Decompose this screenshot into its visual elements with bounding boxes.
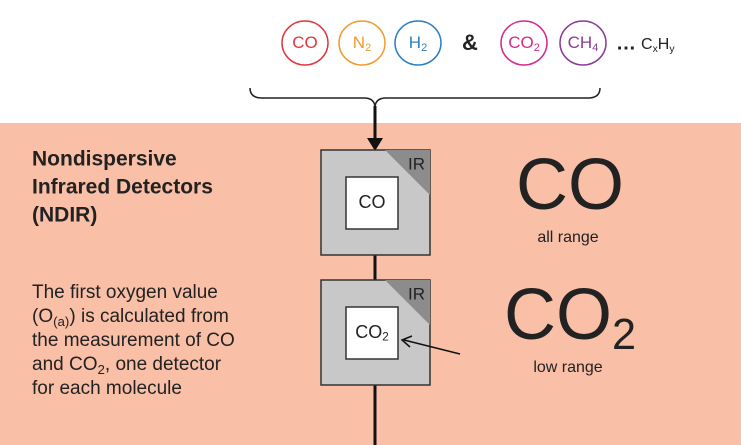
ellipsis: … (616, 32, 636, 54)
subscript: (a) (53, 313, 69, 328)
ampersand: & (462, 30, 478, 55)
text-part: , one detector (105, 354, 222, 375)
text-part: C (641, 36, 653, 53)
label: and CO2, one detector (32, 354, 222, 376)
pointer-line (403, 339, 461, 355)
ir-tag: IR (408, 154, 425, 173)
range-label: all range (537, 229, 598, 246)
molecule-label: CH4 (568, 33, 599, 53)
molecule-circle (394, 20, 442, 66)
text-part: (O (32, 306, 53, 327)
range-label: low range (533, 359, 602, 376)
label: The first oxygen value (32, 282, 218, 303)
label: CO (516, 145, 624, 225)
section-title: Nondispersive (32, 148, 177, 171)
subscript: 2 (612, 311, 636, 359)
molecule-label: H2 (409, 33, 427, 53)
ir-corner (385, 150, 430, 195)
text-part: CO (516, 145, 624, 225)
label: CO2 (355, 322, 389, 344)
label: the measurement of CO (32, 330, 235, 351)
text-part: CO (508, 33, 534, 52)
text-part: CO (504, 275, 612, 355)
subscript: 2 (382, 331, 389, 344)
molecule-label: N2 (353, 33, 371, 53)
molecule-label: CO (292, 33, 318, 52)
brace (249, 87, 601, 109)
molecule-circle (338, 20, 386, 66)
text-part: CO (359, 192, 386, 212)
molecule-circle (500, 20, 548, 66)
detector-cell (345, 176, 399, 230)
subscript: 2 (421, 42, 427, 54)
label: CO (359, 192, 386, 212)
text-part: CO (292, 33, 318, 52)
ir-corner (385, 280, 430, 325)
pointer-head (400, 335, 413, 348)
section-title: (NDIR) (32, 204, 97, 227)
ir-tag: IR (408, 284, 425, 303)
text-part: for each molecule (32, 378, 182, 399)
subscript: 2 (97, 361, 104, 376)
label: (O(a)) is calculated from (32, 306, 229, 328)
molecule-label: CO2 (508, 33, 540, 53)
arrow-head (367, 138, 383, 151)
text-part: The first oxygen value (32, 282, 218, 303)
text-part: H (658, 36, 670, 53)
detector-cell (345, 306, 399, 360)
text-part: ) is calculated from (69, 306, 228, 327)
label: CO2 (504, 275, 636, 359)
molecule-circle (559, 20, 607, 66)
subscript: y (669, 44, 675, 55)
text-part: H (409, 33, 421, 52)
molecule-circle (281, 20, 329, 66)
subscript: 2 (365, 42, 371, 54)
text-part: the measurement of CO (32, 330, 235, 351)
text-part: CH (568, 33, 593, 52)
label: CxHy (641, 36, 675, 55)
subscript: x (653, 44, 659, 55)
subscript: 2 (534, 42, 540, 54)
text-part: N (353, 33, 365, 52)
label: for each molecule (32, 378, 182, 399)
subscript: 4 (592, 42, 598, 54)
text-part: and CO (32, 354, 97, 375)
section-title: Infrared Detectors (32, 176, 213, 199)
text-part: CO (355, 322, 382, 342)
